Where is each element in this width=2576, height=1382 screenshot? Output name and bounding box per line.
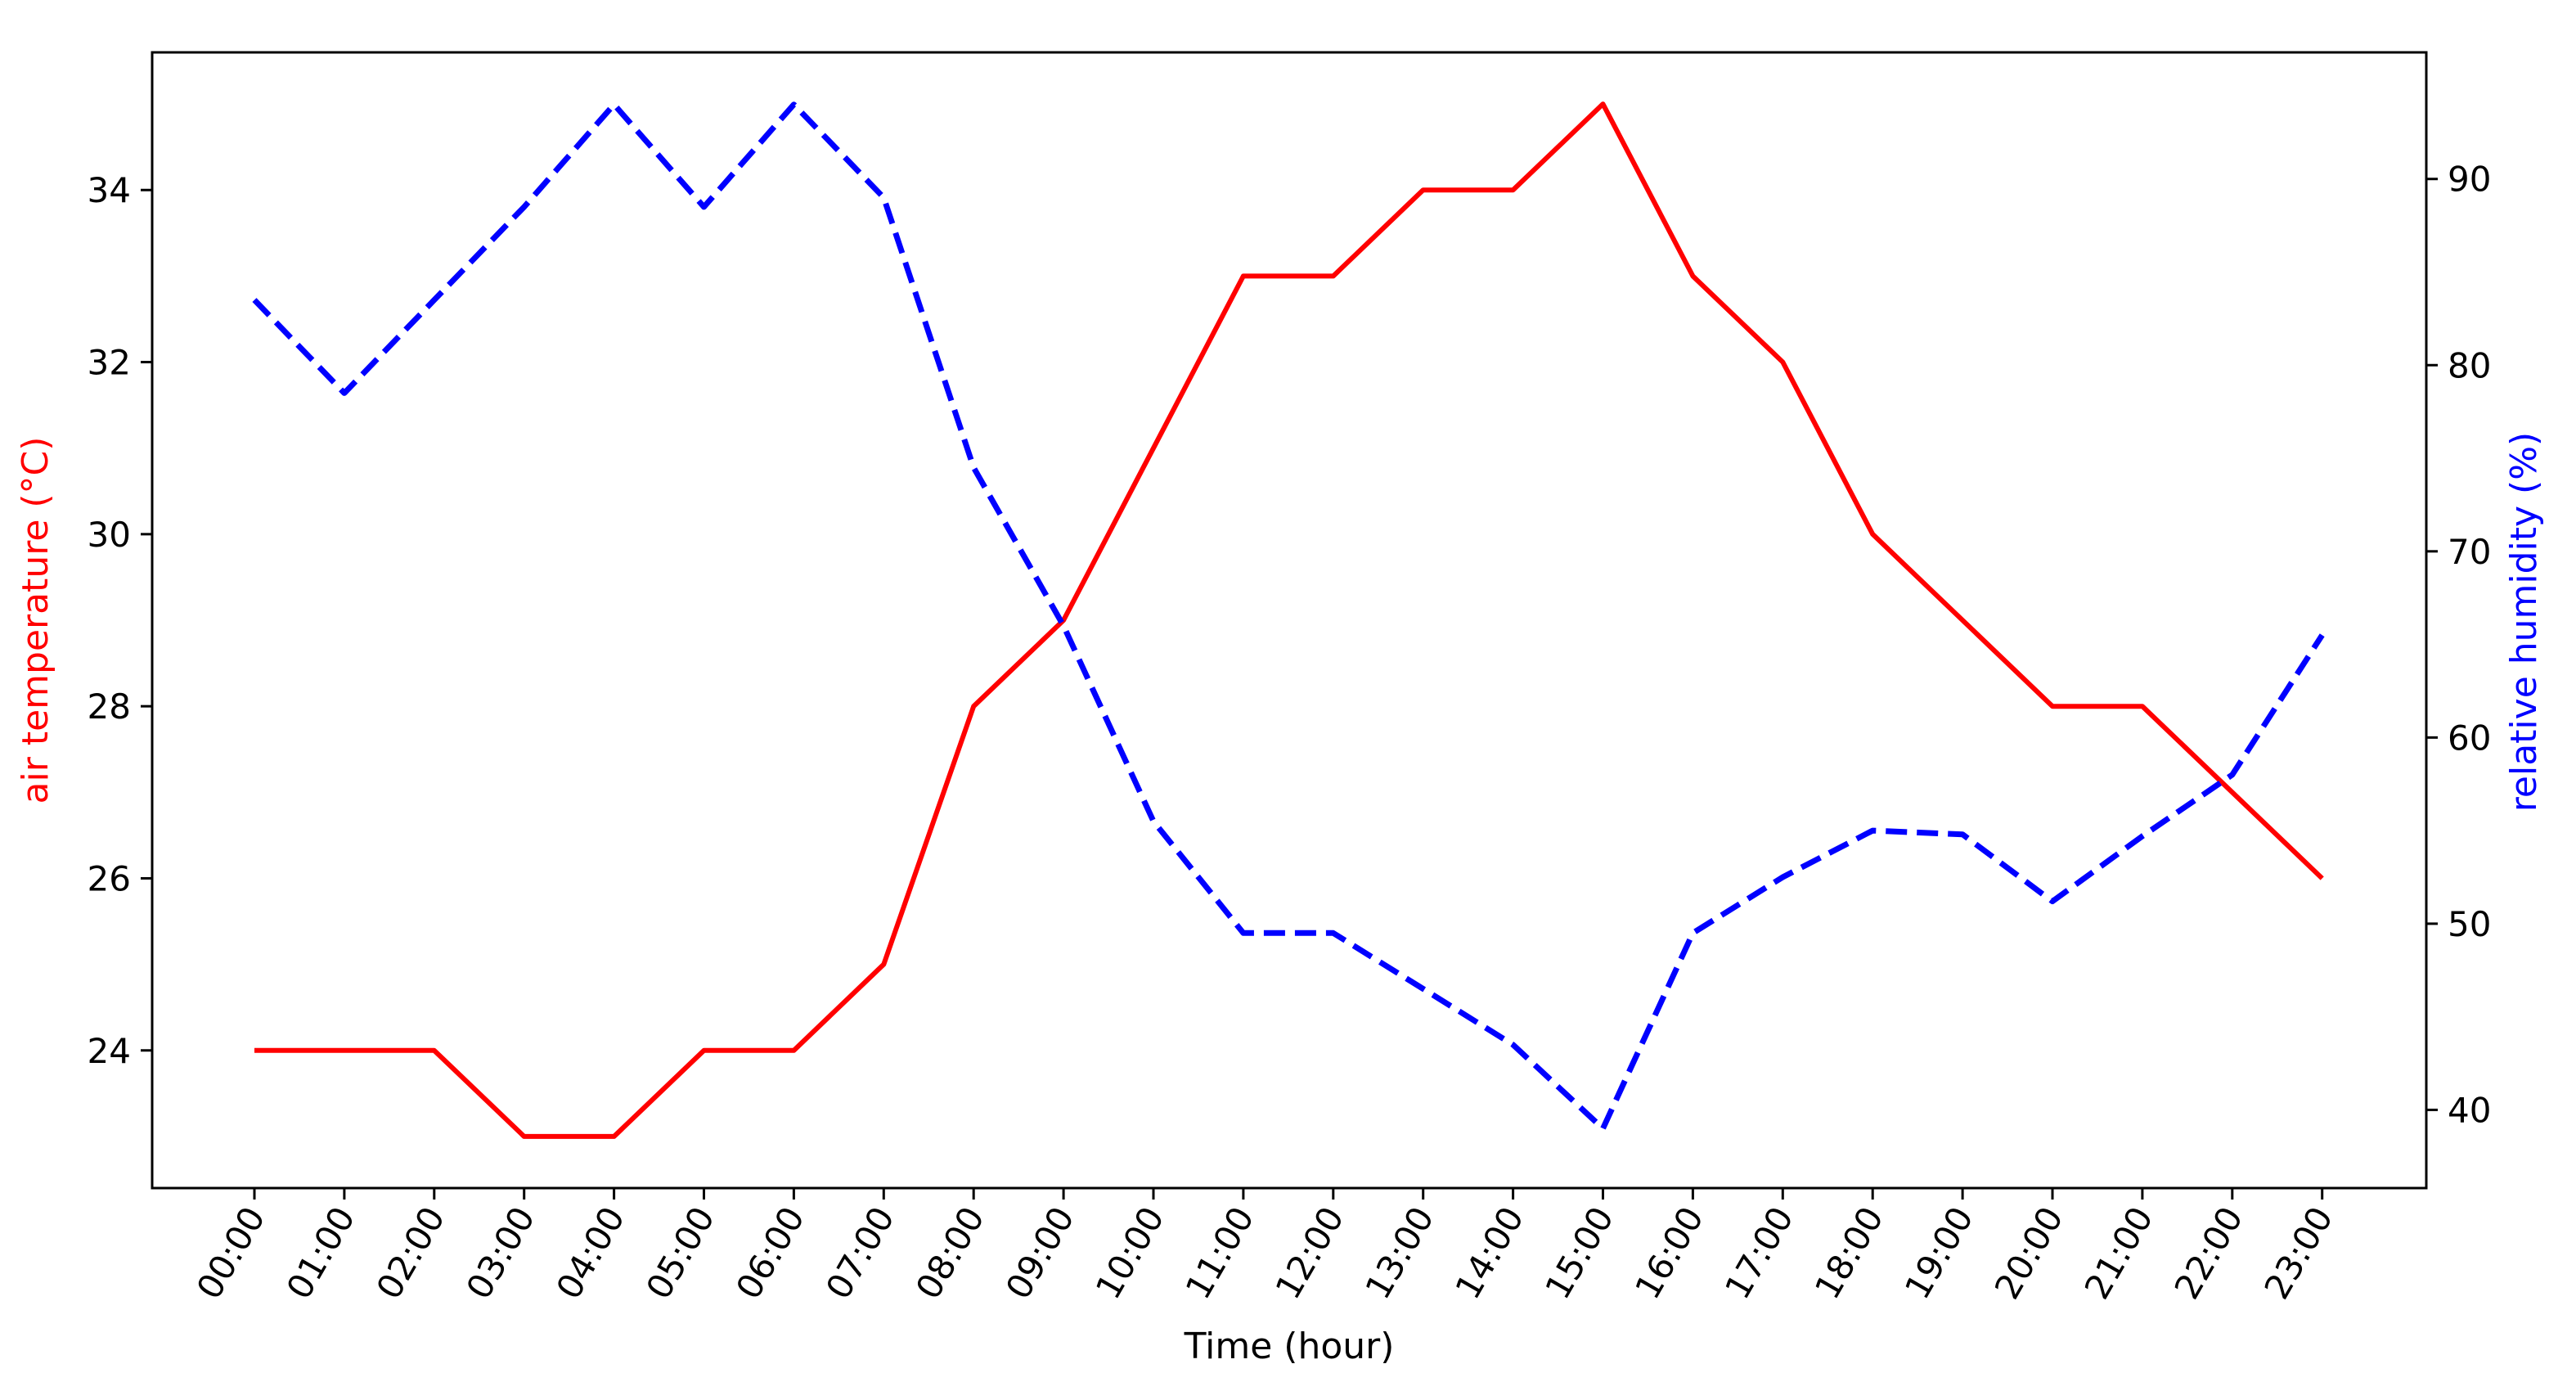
left-y-tick-label: 26 bbox=[88, 858, 131, 898]
x-tick-label: 01:00 bbox=[279, 1200, 363, 1306]
x-tick-label: 16:00 bbox=[1627, 1200, 1711, 1306]
left-y-tick-label: 32 bbox=[88, 343, 131, 383]
x-tick-label: 10:00 bbox=[1088, 1200, 1172, 1306]
plot-frame bbox=[151, 51, 2428, 1190]
x-tick-label: 22:00 bbox=[2167, 1200, 2251, 1306]
right-y-tick-label: 50 bbox=[2448, 904, 2491, 944]
x-tick-label: 20:00 bbox=[1987, 1200, 2071, 1306]
right-y-tick-label: 40 bbox=[2448, 1090, 2491, 1130]
left-y-tick-label: 28 bbox=[88, 686, 131, 727]
x-tick-label: 21:00 bbox=[2077, 1200, 2161, 1306]
x-tick-label: 23:00 bbox=[2256, 1200, 2340, 1306]
x-tick-label: 17:00 bbox=[1717, 1200, 1801, 1306]
labels-layer: Time (hour) air temperature (°C) relativ… bbox=[15, 432, 2545, 1367]
right-y-tick-label: 80 bbox=[2448, 345, 2491, 385]
right-y-axis-title: relative humidity (%) bbox=[2503, 432, 2545, 812]
x-tick-label: 19:00 bbox=[1897, 1200, 1981, 1306]
right-y-tick-label: 90 bbox=[2448, 160, 2491, 200]
left-y-tick-label: 30 bbox=[88, 515, 131, 555]
left-y-axis-title: air temperature (°C) bbox=[15, 437, 56, 804]
x-tick-label: 00:00 bbox=[189, 1200, 273, 1306]
marks-layer bbox=[252, 101, 2325, 1139]
left-y-tick-label: 34 bbox=[88, 170, 131, 210]
x-tick-label: 14:00 bbox=[1447, 1200, 1531, 1306]
x-tick-label: 02:00 bbox=[369, 1200, 453, 1306]
temperature-series-line bbox=[254, 101, 2324, 1139]
x-tick-label: 03:00 bbox=[458, 1200, 542, 1306]
right-y-tick-label: 60 bbox=[2448, 718, 2491, 758]
x-tick-label: 06:00 bbox=[728, 1200, 812, 1306]
right-y-tick-label: 70 bbox=[2448, 532, 2491, 572]
humidity-series-line bbox=[252, 101, 2325, 1132]
x-tick-label: 08:00 bbox=[908, 1200, 992, 1306]
x-tick-label: 07:00 bbox=[818, 1200, 902, 1306]
x-tick-label: 18:00 bbox=[1807, 1200, 1891, 1306]
x-tick-label: 11:00 bbox=[1178, 1200, 1262, 1306]
left-y-tick-label: 24 bbox=[88, 1031, 131, 1071]
x-tick-label: 12:00 bbox=[1268, 1200, 1352, 1306]
x-axis-title: Time (hour) bbox=[1184, 1326, 1395, 1367]
x-tick-label: 13:00 bbox=[1357, 1200, 1441, 1306]
x-tick-label: 15:00 bbox=[1537, 1200, 1621, 1306]
x-tick-label: 05:00 bbox=[638, 1200, 722, 1306]
x-tick-label: 04:00 bbox=[548, 1200, 632, 1306]
x-tick-label: 09:00 bbox=[998, 1200, 1082, 1306]
